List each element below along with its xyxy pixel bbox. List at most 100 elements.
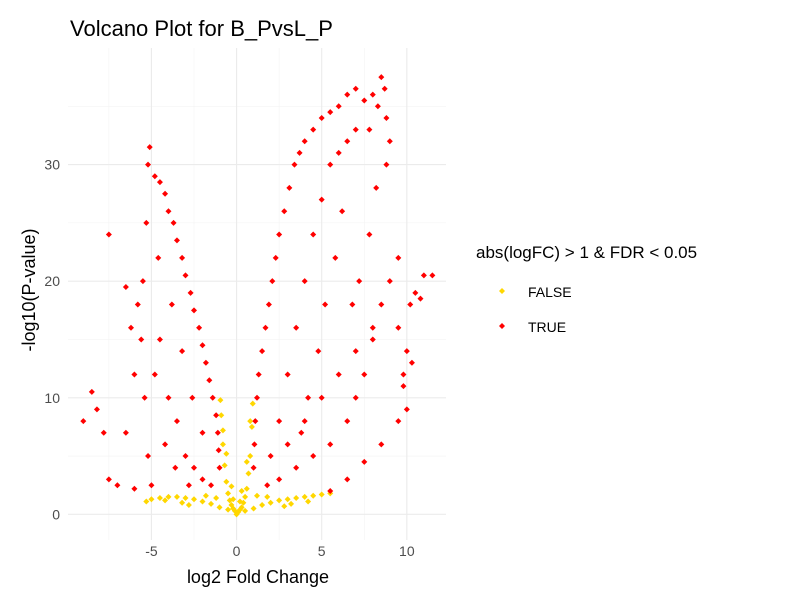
data-point	[245, 470, 252, 477]
data-point	[361, 371, 368, 378]
data-point	[114, 482, 121, 489]
data-point	[276, 497, 283, 504]
legend-label-false: FALSE	[528, 284, 572, 300]
legend-entry-true: TRUE	[499, 319, 566, 335]
data-point	[327, 109, 334, 116]
data-point	[293, 324, 300, 331]
data-point	[366, 126, 373, 133]
data-point	[247, 453, 254, 460]
data-point	[284, 496, 291, 503]
legend-label-true: TRUE	[528, 319, 566, 335]
data-point	[243, 458, 250, 465]
data-point	[259, 502, 266, 509]
data-point	[369, 324, 376, 331]
data-point	[88, 388, 95, 395]
legend-symbol-true	[499, 323, 505, 329]
data-point	[264, 482, 271, 489]
data-point	[269, 278, 276, 285]
data-point	[105, 476, 112, 483]
data-point	[272, 254, 279, 261]
data-point	[344, 138, 351, 145]
data-point	[165, 208, 172, 215]
legend-entry-false: FALSE	[499, 284, 572, 300]
data-point	[179, 254, 186, 261]
data-point	[151, 173, 158, 180]
data-point	[327, 488, 334, 495]
data-point	[400, 371, 407, 378]
data-point	[225, 490, 232, 497]
data-point	[199, 476, 206, 483]
y-axis-title: -log10(P-value)	[19, 228, 39, 351]
data-point	[395, 418, 402, 425]
data-point	[223, 450, 230, 457]
data-point	[209, 394, 216, 401]
legend: abs(logFC) > 1 & FDR < 0.05 FALSE TRUE	[476, 243, 697, 335]
x-tick-label: 0	[233, 543, 241, 559]
data-point	[236, 498, 243, 505]
data-point	[378, 441, 385, 448]
data-point	[217, 397, 224, 404]
data-point	[251, 441, 258, 448]
data-point	[265, 301, 272, 308]
data-point	[356, 278, 363, 285]
data-point	[293, 495, 300, 502]
data-point	[196, 324, 203, 331]
data-point	[339, 208, 346, 215]
data-point	[276, 476, 283, 483]
data-point	[310, 231, 317, 238]
data-point	[335, 103, 342, 110]
data-point	[242, 507, 249, 514]
data-point	[373, 184, 380, 191]
data-point	[318, 114, 325, 121]
data-point	[378, 74, 385, 81]
data-point	[162, 497, 169, 504]
data-point	[408, 359, 415, 366]
data-point	[148, 496, 155, 503]
data-point	[185, 482, 192, 489]
data-point	[301, 278, 308, 285]
plot-area	[68, 48, 446, 540]
data-point	[213, 495, 220, 502]
data-point	[165, 394, 172, 401]
data-point	[139, 278, 146, 285]
data-point	[318, 394, 325, 401]
data-point	[344, 418, 351, 425]
x-axis-title: log2 Fold Change	[187, 567, 329, 587]
data-point	[250, 505, 257, 512]
data-point	[216, 464, 223, 471]
data-point	[288, 500, 295, 507]
data-point	[276, 418, 283, 425]
data-point	[155, 254, 162, 261]
data-point	[293, 464, 300, 471]
x-tick-label: 5	[318, 543, 326, 559]
data-point	[386, 278, 393, 285]
data-point	[281, 208, 288, 215]
x-tick-label: -5	[145, 543, 158, 559]
data-point	[162, 441, 169, 448]
data-point	[352, 126, 359, 133]
data-point	[173, 493, 180, 500]
data-point	[381, 85, 388, 92]
data-point	[386, 138, 393, 145]
data-point	[165, 493, 172, 500]
data-point	[322, 301, 329, 308]
data-point	[225, 506, 232, 513]
data-point	[215, 447, 222, 454]
data-point	[344, 476, 351, 483]
data-point	[255, 371, 262, 378]
data-point	[264, 493, 271, 500]
data-point	[369, 336, 376, 343]
data-point	[403, 348, 410, 355]
data-point	[305, 394, 312, 401]
data-point	[249, 400, 256, 407]
data-point	[162, 190, 169, 197]
data-point	[199, 342, 206, 349]
data-point	[168, 301, 175, 308]
data-point	[310, 492, 317, 499]
data-point	[170, 219, 177, 226]
data-point	[395, 324, 402, 331]
y-axis-ticks: 0 10 20 30	[44, 157, 60, 523]
y-tick-label: 20	[44, 273, 60, 289]
data-point	[128, 324, 134, 331]
data-point	[93, 406, 100, 413]
